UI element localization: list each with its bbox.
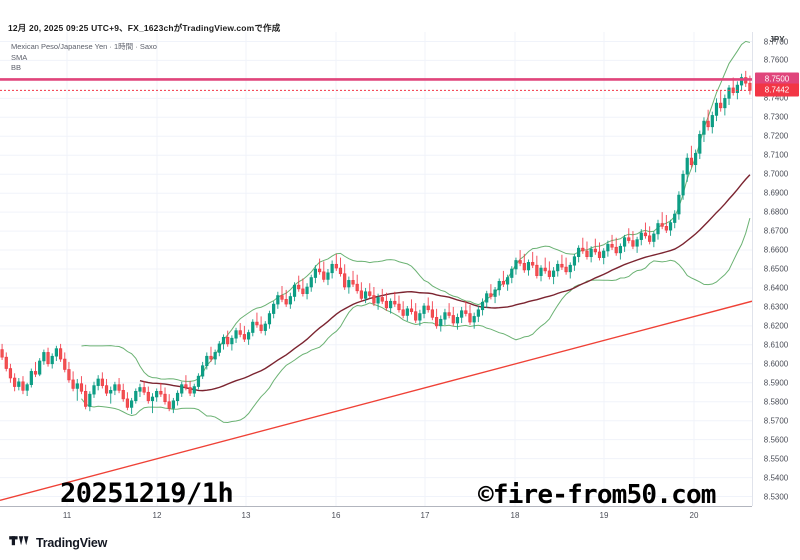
- bollinger-upper-band-line: [81, 40, 751, 382]
- price-tick: 8.6200: [763, 321, 789, 331]
- time-tick: 17: [420, 511, 430, 520]
- price-tick: 8.5700: [763, 416, 789, 426]
- tradingview-brand[interactable]: TradingView: [9, 534, 107, 552]
- price-tick: 8.5400: [763, 473, 789, 483]
- price-tick: 8.6500: [763, 264, 789, 274]
- price-tick: 8.7200: [763, 131, 789, 141]
- price-tick: 8.7100: [763, 150, 789, 160]
- candlestick-plot: [0, 32, 752, 506]
- chart-legend: Mexican Peso/Japanese Yen · 1時間 · Saxo S…: [11, 42, 157, 74]
- legend-indicator-sma[interactable]: SMA: [11, 52, 28, 62]
- gridlines: [0, 41, 752, 497]
- time-tick: 12: [152, 511, 162, 520]
- tradingview-logo-icon: [9, 534, 31, 552]
- price-tick: 8.6900: [763, 188, 789, 198]
- chart-footer: TradingView: [0, 526, 800, 560]
- bollinger-lower-band-line: [81, 217, 751, 424]
- time-tick: 20: [689, 511, 699, 520]
- time-axis[interactable]: 11 12 13 16 17 18 19 20: [0, 506, 752, 526]
- price-axis-currency-label: JPY: [769, 35, 785, 44]
- price-axis[interactable]: JPY 8.7700 8.7600 8.7400 8.7300 8.7200 8.7100…: [752, 32, 800, 506]
- price-tick: 8.7000: [763, 169, 789, 179]
- price-tick: 8.6300: [763, 302, 789, 312]
- trend-line[interactable]: [0, 300, 752, 501]
- chart-caption: 12月 20, 2025 09:25 UTC+9、FX_1623chがTradi…: [8, 23, 281, 33]
- price-tick: 8.7300: [763, 112, 789, 122]
- candle-series: [0, 70, 752, 415]
- last-price-badge[interactable]: 8.7442: [755, 83, 799, 97]
- price-tick: 8.6800: [763, 207, 789, 217]
- price-tick: 8.5800: [763, 397, 789, 407]
- horizontal-line-price-badge[interactable]: 8.7500: [755, 72, 799, 86]
- time-tick: 19: [599, 511, 609, 520]
- price-tick: 8.6600: [763, 245, 789, 255]
- watermark-date-timeframe: 20251219/1h: [60, 478, 234, 509]
- time-tick: 16: [331, 511, 341, 520]
- legend-indicator-bb[interactable]: BB: [11, 63, 22, 72]
- watermark-site-credit: ©fire-from50.com: [478, 480, 716, 510]
- time-tick: 13: [241, 511, 251, 520]
- price-tick: 8.6400: [763, 283, 789, 293]
- time-tick: 11: [62, 511, 72, 520]
- legend-symbol[interactable]: Mexican Peso/Japanese Yen · 1時間 · Saxo: [11, 42, 157, 51]
- price-tick: 8.6000: [763, 359, 789, 369]
- price-tick: 8.6100: [763, 340, 789, 350]
- price-tick: 8.6700: [763, 226, 789, 236]
- price-tick: 8.5900: [763, 378, 789, 388]
- sma-line: [139, 174, 751, 392]
- tradingview-brand-text: TradingView: [36, 536, 108, 550]
- chart-plot-area[interactable]: [0, 32, 752, 506]
- price-tick: 8.7700: [763, 37, 789, 46]
- price-tick: 8.5600: [763, 435, 789, 445]
- price-tick: 8.5300: [763, 492, 789, 501]
- price-tick: 8.7600: [763, 55, 789, 65]
- price-tick: 8.5500: [763, 454, 789, 464]
- time-tick: 18: [510, 511, 520, 520]
- price-tick: 8.7400: [763, 93, 789, 103]
